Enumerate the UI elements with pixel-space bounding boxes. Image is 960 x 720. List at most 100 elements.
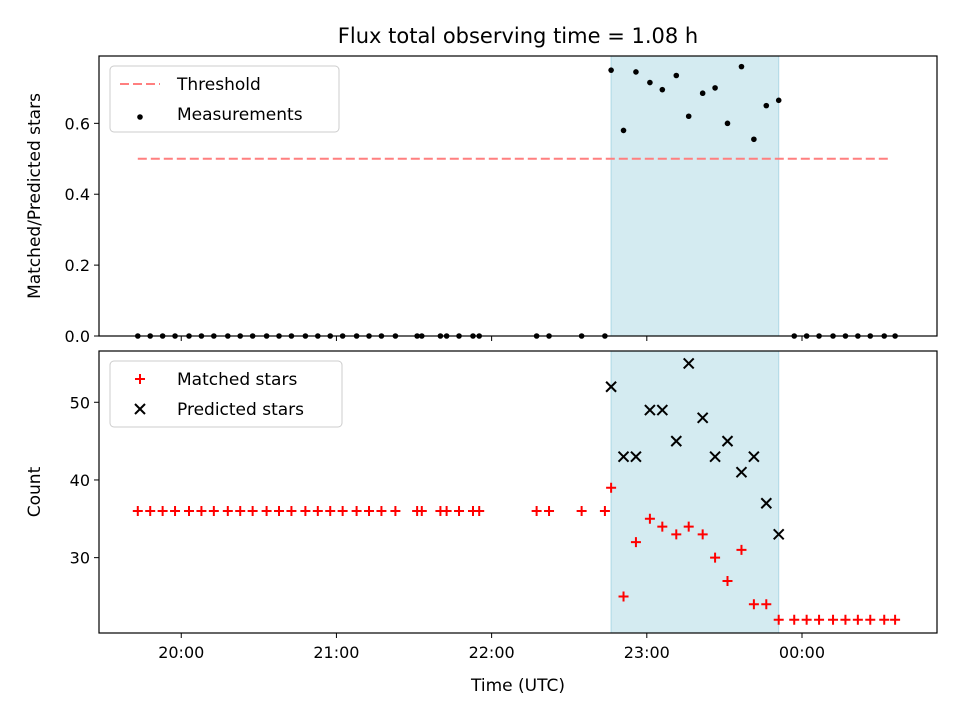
matched-star-point [630,537,641,548]
count-y-tick-label: 50 [70,393,90,412]
measurement-point [738,63,745,70]
matched-star-point [337,506,348,517]
legend-label: Predicted stars [177,400,304,420]
legend-label: Measurements [177,105,303,125]
matched-star-point [441,506,452,517]
matched-star-point [736,544,747,555]
x-tick-label: 20:00 [158,643,204,662]
legend-box [109,360,343,428]
ratio-y-tick-label: 0.0 [65,327,90,346]
matched-star-point [261,506,272,517]
matched-star-point [286,506,297,517]
ratio-panel: 0.0 0.2 0.4 0.6 Matched/Predicted stars Thr… [25,55,938,346]
ratio-y-tick-label: 0.4 [65,185,90,204]
matched-star-point [157,506,168,517]
measurement-point [647,79,653,86]
chart-title: Flux total observing time = 1.08 h [338,24,698,48]
matched-star-point [697,529,708,540]
x-tick-label: 22:00 [469,643,515,662]
matched-star-point [325,506,336,517]
legend-box [109,65,340,133]
matched-star-point [840,614,851,625]
count-legend: Matched stars Predicted stars [109,360,343,428]
predicted-star-point [656,404,669,416]
matched-star-point [644,513,655,524]
matched-star-point [247,506,258,517]
matched-star-point [235,506,246,517]
matched-star-point [376,506,387,517]
matched-star-point [890,614,901,625]
matched-star-point [312,506,323,517]
ratio-ticks: 0.0 0.2 0.4 0.6 [65,114,803,346]
predicted-star-point [670,435,682,447]
measurement-point [659,86,666,93]
predicted-star-point [748,450,760,463]
matched-star-point [671,529,682,540]
predicted-star-point [735,466,748,478]
count-y-tick-label: 30 [70,549,90,568]
legend-predicted-swatch [134,403,146,415]
measurement-point [633,69,639,75]
predicted-star-point [760,497,773,509]
matched-star-point [748,599,759,610]
matched-star-point [208,506,219,517]
legend-measurement-swatch [137,114,143,120]
matched-star-point [364,506,375,517]
ratio-y-tick-label: 0.6 [65,114,90,133]
count-axes-frame [98,350,938,634]
matched-star-point [801,614,812,625]
matched-star-point [657,521,668,532]
matched-star-point [576,506,587,517]
predicted-star-point [682,357,695,370]
measurement-point [724,120,731,127]
ratio-axes-frame [98,55,938,337]
matched-star-point [710,552,721,563]
matched-star-point [531,506,542,517]
x-tick-label: 00:00 [779,643,825,662]
legend-label: Threshold [176,75,261,95]
matched-star-point [390,506,401,517]
matched-star-point [184,506,195,517]
predicted-star-point [721,435,734,447]
matched-star-point [222,506,233,517]
matched-star-point [814,614,825,625]
measurement-point [673,72,680,79]
matched-star-point [828,614,839,625]
predicted-star-point [605,381,617,393]
matched-star-point [196,506,207,517]
count-y-tick-label: 40 [70,471,90,490]
count-ticks: 20:00 21:00 22:00 23:00 00:00 30 40 50 [70,393,825,662]
predicted-star-point [773,528,785,541]
observing-span-top [610,55,780,337]
x-tick-label: 21:00 [313,643,359,662]
predicted-star-point [644,404,656,416]
matched-star-point [416,506,427,517]
matched-star-point [761,599,772,610]
matched-star-point [852,614,863,625]
predicted-star-point [630,450,642,463]
ratio-y-axis-label: Matched/Predicted stars [25,93,45,299]
legend-label: Matched stars [177,370,297,390]
matched-star-point [599,506,610,517]
matched-star-point [683,521,694,532]
matched-star-point [618,591,629,602]
count-marks [132,357,901,625]
measurement-point [775,97,782,104]
matched-star-point [145,506,156,517]
legend-matched-swatch [135,374,145,384]
x-axis-label: Time (UTC) [470,676,565,696]
matched-star-point [773,614,784,625]
measurement-point [699,90,706,97]
measurement-point [608,67,614,73]
predicted-star-point [617,450,630,463]
ratio-legend: Threshold Measurements [109,65,340,133]
x-tick-label: 23:00 [624,643,670,662]
measurement-point [685,113,692,120]
matched-star-point [132,506,143,517]
predicted-star-point [696,412,709,424]
matched-star-point [454,506,465,517]
matched-star-point [274,506,285,517]
ratio-y-tick-label: 0.2 [65,256,90,275]
matched-star-point [474,506,485,517]
